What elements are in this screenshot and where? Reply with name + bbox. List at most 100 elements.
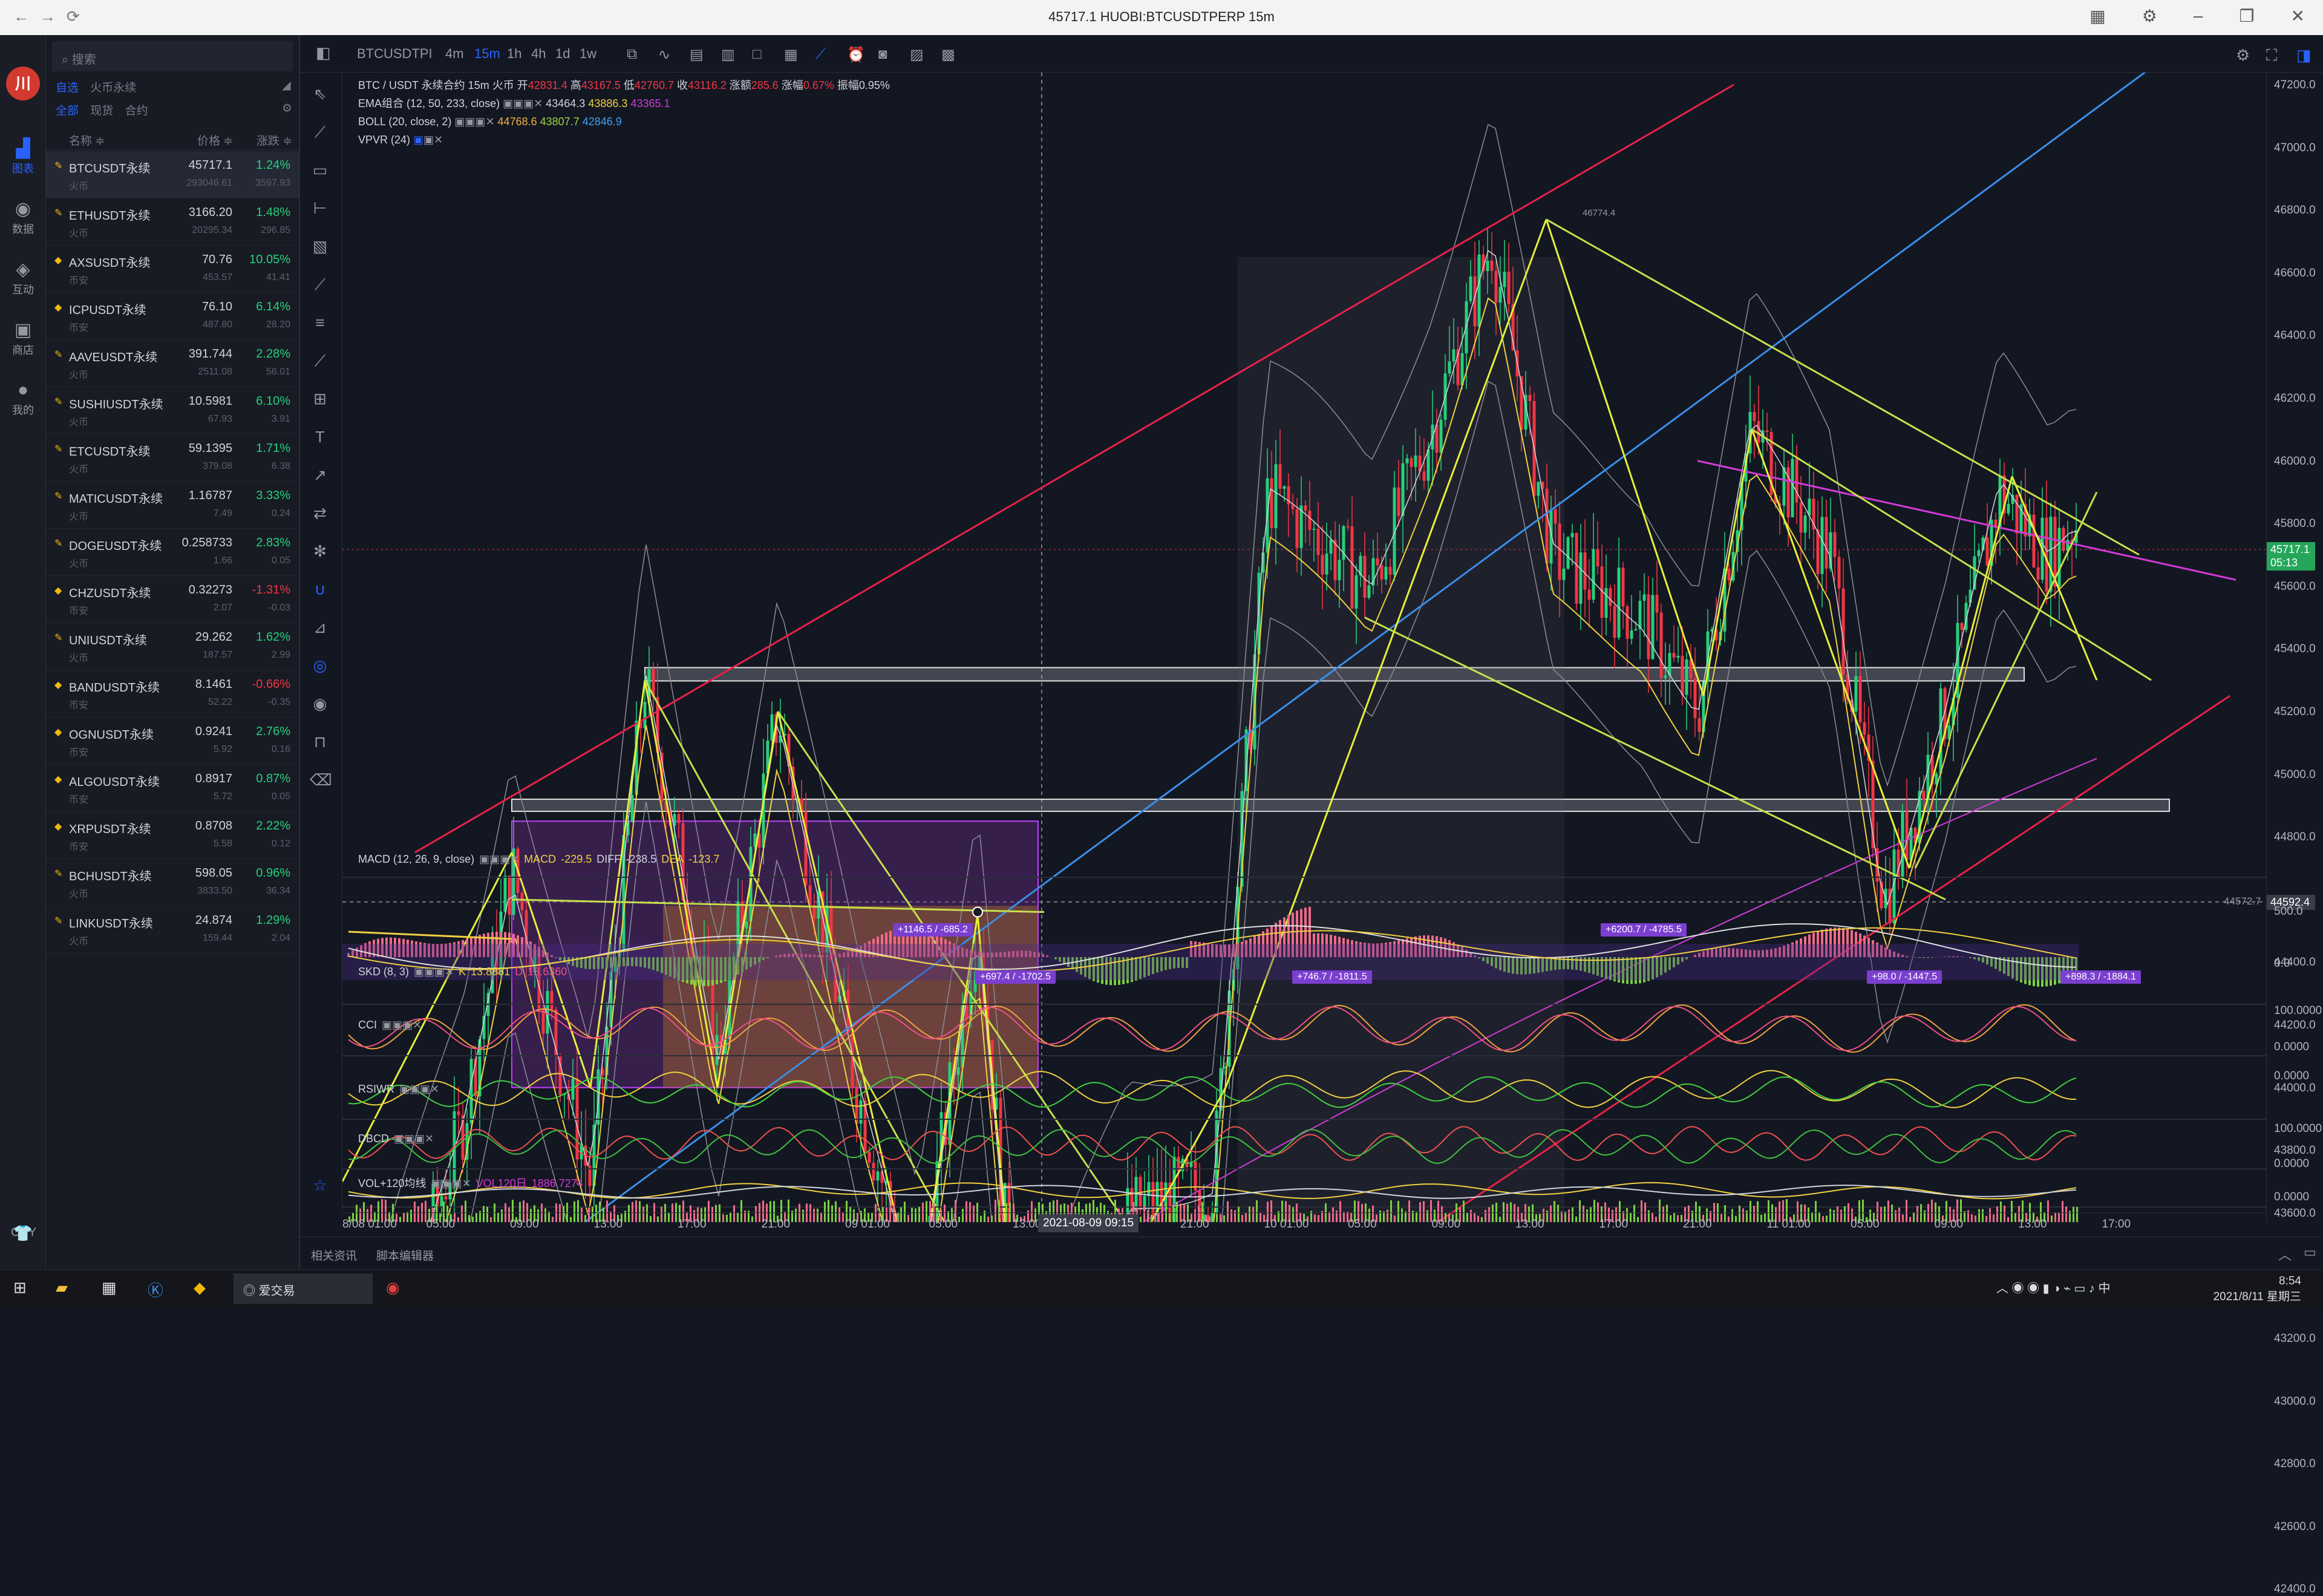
trendline-icon[interactable]: ⟋ <box>310 123 330 143</box>
shirt-icon[interactable]: 👕 <box>0 1224 46 1243</box>
alert-icon[interactable]: ⏰ <box>847 46 865 64</box>
pen-icon[interactable]: ⟋ <box>310 352 330 372</box>
nav-store[interactable]: ▣商店 <box>0 319 46 358</box>
watchlist-row[interactable]: ✎ BTCUSDT永续 火币 45717.1 293046.61 1.24% 3… <box>46 151 299 198</box>
subtab-all[interactable]: 全部 <box>56 105 79 117</box>
watchlist-row[interactable]: ◆ XRPUSDT永续 币安 0.8708 5.58 2.22% 0.12 <box>46 812 299 859</box>
calculator-icon[interactable]: ▦ <box>102 1278 117 1297</box>
taskbar-app-aijiaoyi[interactable]: ◎ 爱交易 <box>234 1274 373 1304</box>
watchlist-row[interactable]: ✎ UNIUSDT永续 火币 29.262 187.57 1.62% 2.99 <box>46 623 299 670</box>
target-icon[interactable]: ◎ <box>310 656 330 677</box>
panel-toggle-icon[interactable]: ▭ <box>2304 1244 2316 1260</box>
calendar-icon[interactable]: ▩ <box>941 46 955 64</box>
watchlist-row[interactable]: ✎ AAVEUSDT永续 火币 391.744 2511.08 2.28% 56… <box>46 340 299 387</box>
panel-icon[interactable]: ◨ <box>2296 46 2312 65</box>
gear-icon[interactable]: ⚙ <box>282 102 292 116</box>
tf-4h[interactable]: 4h <box>531 46 546 62</box>
projection-icon[interactable]: ⊞ <box>310 390 330 410</box>
indicator-icon[interactable]: ∿ <box>658 46 670 64</box>
wedge-line[interactable] <box>1752 430 2151 680</box>
watchlist-row[interactable]: ✎ SUSHIUSDT永续 火币 10.5981 67.93 6.10% 3.9… <box>46 387 299 434</box>
layout-icon[interactable]: □ <box>753 46 762 63</box>
legend-controls-icon[interactable]: ▣▣▣✕ <box>399 1083 439 1095</box>
legend-controls-icon[interactable]: ▣▣▣✕ <box>414 966 454 978</box>
file-explorer-icon[interactable]: ▰ <box>56 1278 68 1297</box>
lock-draw-icon[interactable]: ⊿ <box>310 618 330 639</box>
template-icon[interactable]: ▤ <box>690 46 704 64</box>
app-logo[interactable]: 川 <box>6 67 40 100</box>
tf-4m[interactable]: 4m <box>445 46 464 62</box>
chrome-icon[interactable]: ◉ <box>386 1278 400 1297</box>
arrow-icon[interactable]: ↗ <box>310 466 330 486</box>
watchlist-row[interactable]: ◆ ICPUSDT永续 币安 76.10 487.80 6.14% 28.20 <box>46 293 299 340</box>
col-change[interactable]: 涨跌 ≑ <box>256 132 292 148</box>
eraser-icon[interactable]: ⌫ <box>310 771 330 791</box>
tf-15m[interactable]: 15m <box>474 46 500 62</box>
lock-icon[interactable]: ⊓ <box>310 733 330 753</box>
draw-icon[interactable]: ⟋ <box>815 46 826 63</box>
magnet-icon[interactable]: ∪ <box>310 580 330 601</box>
eye-icon[interactable]: ◉ <box>310 695 330 715</box>
ruler-icon[interactable]: ⇄ <box>310 504 330 525</box>
tab-news[interactable]: 相关资讯 <box>311 1247 357 1263</box>
subtab-contract[interactable]: 合约 <box>125 105 148 117</box>
legend-controls-icon[interactable]: ▣▣▣✕ <box>382 1019 422 1031</box>
watchlist-row[interactable]: ◆ CHZUSDT永续 币安 0.32273 2.07 -1.31% -0.03 <box>46 576 299 623</box>
watchlist-row[interactable]: ✎ ETCUSDT永续 火币 59.1395 379.08 1.71% 6.38 <box>46 434 299 482</box>
watchlist-row[interactable]: ◆ AXSUSDT永续 币安 70.76 453.57 10.05% 41.41 <box>46 246 299 293</box>
brush-icon[interactable]: ⟋ <box>310 275 330 296</box>
nav-interact[interactable]: ◈互动 <box>0 259 46 297</box>
measure-icon[interactable]: ⊢ <box>310 199 330 220</box>
nav-profile[interactable]: ●我的 <box>0 380 46 417</box>
close-button[interactable]: ✕ <box>2291 6 2305 26</box>
watchlist-row[interactable]: ◆ OGNUSDT永续 币安 0.9241 5.92 2.76% 0.16 <box>46 718 299 765</box>
subtab-spot[interactable]: 现货 <box>90 105 113 117</box>
candle-type-icon[interactable]: ⧉ <box>627 46 637 63</box>
image-icon[interactable]: ▨ <box>910 46 924 64</box>
tf-1d[interactable]: 1d <box>555 46 570 62</box>
watchlist-row[interactable]: ✎ MATICUSDT永续 火币 1.16787 7.49 3.33% 0.24 <box>46 482 299 529</box>
watchlist-row[interactable]: ✎ LINKUSDT永续 火币 24.874 159.44 1.29% 2.04 <box>46 906 299 953</box>
zigzag-segment[interactable] <box>1546 220 1704 696</box>
chevron-up-icon[interactable]: ︿ <box>2278 1244 2292 1264</box>
replay-icon[interactable]: ▦ <box>784 46 798 64</box>
col-price[interactable]: 价格 ≑ <box>197 132 233 148</box>
orange-zone[interactable] <box>663 906 1038 1087</box>
gear-icon[interactable]: ⚙ <box>2236 46 2250 65</box>
anchor-point[interactable] <box>973 908 982 917</box>
windows-start-icon[interactable]: ⊞ <box>13 1278 27 1297</box>
watchlist-row[interactable]: ✎ ETHUSDT永续 火币 3166.20 20295.34 1.48% 29… <box>46 198 299 246</box>
legend-controls-icon[interactable]: ▣▣▣✕ <box>431 1177 471 1189</box>
compare-icon[interactable]: ▥ <box>721 46 735 64</box>
cursor-icon[interactable]: ⇖ <box>310 85 330 105</box>
nav-data[interactable]: ◉数据 <box>0 198 46 237</box>
fullscreen-icon[interactable]: ⛶ <box>2266 46 2277 65</box>
tray-icons[interactable]: ︿ ◉ ◉ ▮ ◑ ⌁ ▭ ♪ 中 <box>1996 1278 2110 1296</box>
legend-controls-icon[interactable]: ▣▣▣✕ <box>479 853 519 865</box>
watchlist-row[interactable]: ✎ BCHUSDT永续 火币 598.05 3833.50 0.96% 36.3… <box>46 859 299 906</box>
settings-icon[interactable]: ⚙ <box>2142 6 2157 26</box>
col-name[interactable]: 名称 ≑ <box>69 132 105 148</box>
camera-icon[interactable]: ◙ <box>878 46 887 63</box>
dropdown-icon[interactable]: ◢ <box>282 79 291 93</box>
fib-icon[interactable]: ≡ <box>310 313 330 334</box>
watchlist-row[interactable]: ✎ DOGEUSDT永续 火币 0.258733 1.66 2.83% 0.05 <box>46 529 299 576</box>
tab-huobi[interactable]: 火币永续 <box>90 82 136 94</box>
legend-symbol[interactable]: BTC / USDT 永续合约 15m 火币 <box>358 79 514 91</box>
tf-1h[interactable]: 1h <box>507 46 521 62</box>
tab-script-editor[interactable]: 脚本编辑器 <box>376 1247 434 1263</box>
watchlist-row[interactable]: ◆ BANDUSDT永续 币安 8.1461 52.22 -0.66% -0.3… <box>46 670 299 718</box>
tab-favorites[interactable]: 自选 <box>56 82 79 94</box>
wedge-line[interactable] <box>1546 220 2139 555</box>
symbol-input[interactable]: BTCUSDTPI <box>357 46 433 62</box>
gear-icon[interactable]: ✻ <box>310 542 330 563</box>
legend-controls-icon[interactable]: ▣▣▣✕ <box>394 1133 434 1145</box>
rectangle-icon[interactable]: ▭ <box>310 161 330 182</box>
zigzag-segment[interactable] <box>1704 430 1752 696</box>
pattern-icon[interactable]: ▧ <box>310 237 330 258</box>
search-input[interactable]: ⌕ 搜索 <box>52 41 293 71</box>
text-icon[interactable]: T <box>310 428 330 448</box>
